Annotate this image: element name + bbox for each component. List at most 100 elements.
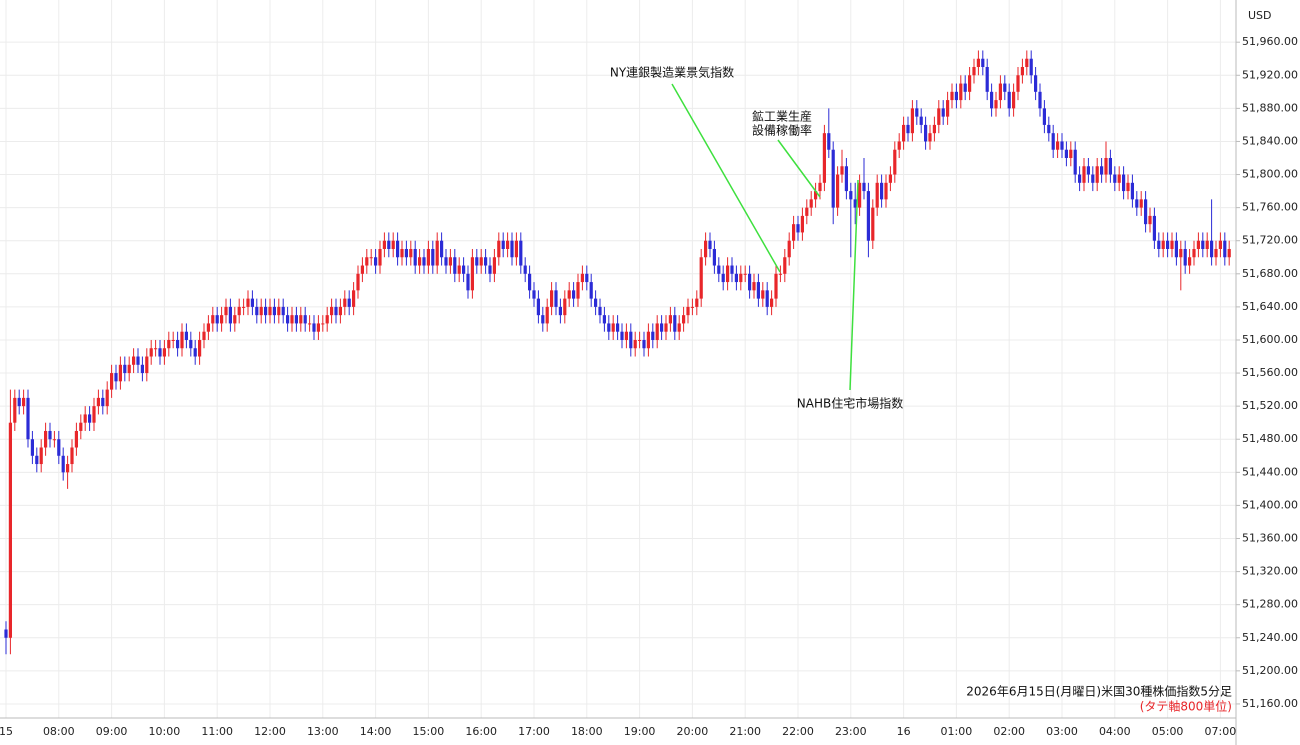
candle-body — [237, 306, 241, 316]
candle-body — [638, 339, 642, 341]
candle-body — [158, 348, 162, 357]
candle-body — [497, 240, 501, 258]
candle-body — [853, 199, 857, 208]
candle-body — [387, 240, 391, 249]
y-tick-label: 51,960.00 — [1242, 35, 1298, 48]
candle-body — [875, 182, 879, 208]
candle-body — [321, 323, 325, 325]
candle-body — [4, 629, 8, 638]
candle-body — [30, 439, 34, 456]
y-tick-label: 51,560.00 — [1242, 366, 1298, 379]
y-tick-label: 51,880.00 — [1242, 101, 1298, 114]
candle-body — [132, 356, 136, 365]
candle-body — [954, 91, 958, 101]
candle-body — [1060, 141, 1064, 150]
candle-body — [180, 331, 184, 349]
candle-body — [633, 339, 637, 349]
candle-body — [246, 298, 250, 307]
candle-body — [620, 331, 624, 340]
candle-body — [761, 290, 765, 299]
candle-body — [796, 224, 800, 233]
x-tick-label: 03:00 — [1046, 725, 1078, 738]
candle-body — [110, 373, 114, 390]
candle-body — [1214, 248, 1218, 258]
candle-body — [734, 273, 738, 283]
candle-body — [585, 273, 589, 283]
candle-body — [167, 339, 171, 349]
x-tick-label: 11:00 — [201, 725, 233, 738]
x-tick-label: 14:00 — [360, 725, 392, 738]
candle-body — [919, 116, 923, 125]
candle-body — [101, 397, 105, 407]
candle-body — [290, 315, 294, 324]
y-tick-label: 51,600.00 — [1242, 333, 1298, 346]
candle-body — [44, 430, 48, 448]
candle-body — [893, 149, 897, 175]
candle-body — [501, 240, 505, 249]
candle-body — [1166, 240, 1170, 249]
footer-note: (タテ軸800単位) — [1140, 699, 1232, 714]
candle-body — [739, 273, 743, 283]
candle-body — [699, 257, 703, 299]
candle-body — [154, 348, 158, 350]
candle-body — [140, 364, 144, 374]
candle-body — [8, 422, 12, 638]
candle-body — [83, 414, 87, 423]
candle-body — [655, 323, 659, 340]
candle-body — [1034, 75, 1038, 92]
candle-body — [96, 397, 100, 407]
candle-body — [968, 75, 972, 92]
candle-body — [976, 58, 980, 68]
candle-body — [92, 406, 96, 423]
candle-body — [554, 290, 558, 307]
y-tick-label: 51,400.00 — [1242, 498, 1298, 511]
candle-body — [906, 124, 910, 134]
candle-body — [624, 331, 628, 340]
candle-body — [444, 257, 448, 266]
candle-body — [1218, 240, 1222, 249]
candle-body — [827, 133, 831, 150]
candle-body — [572, 290, 576, 299]
x-tick-label: 20:00 — [677, 725, 709, 738]
candle-body — [136, 356, 140, 365]
candle-body — [457, 265, 461, 274]
candle-body — [1104, 157, 1108, 175]
candle-body — [774, 273, 778, 299]
candle-body — [673, 315, 677, 332]
candle-body — [778, 273, 782, 275]
candle-body — [1117, 174, 1121, 183]
candle-body — [74, 430, 78, 448]
candle-body — [576, 282, 580, 299]
candle-body — [488, 265, 492, 274]
candle-body — [712, 248, 716, 266]
candle-body — [492, 257, 496, 274]
candle-body — [378, 248, 382, 266]
candle-body — [330, 306, 334, 316]
candle-body — [1078, 174, 1082, 183]
candle-body — [1122, 174, 1126, 192]
candle-body — [1157, 240, 1161, 249]
candle-body — [783, 257, 787, 274]
candle-body — [215, 315, 219, 324]
candle-body — [250, 298, 254, 307]
candle-body — [1007, 91, 1011, 109]
candle-body — [1073, 149, 1077, 175]
candle-body — [589, 282, 593, 299]
candle-body — [66, 464, 70, 473]
candle-body — [35, 455, 39, 465]
candle-body — [765, 290, 769, 307]
x-tick-label: 12:00 — [254, 725, 286, 738]
candle-body — [308, 323, 312, 325]
candle-body — [950, 91, 954, 101]
candle-body — [756, 282, 760, 299]
candle-body — [519, 240, 523, 266]
candle-body — [598, 306, 602, 316]
candle-body — [721, 273, 725, 283]
candles — [4, 50, 1231, 655]
candle-body — [985, 67, 989, 92]
candle-body — [264, 306, 268, 316]
candle-body — [536, 298, 540, 316]
annotation-line — [671, 83, 781, 273]
x-tick-label: 16:00 — [465, 725, 497, 738]
